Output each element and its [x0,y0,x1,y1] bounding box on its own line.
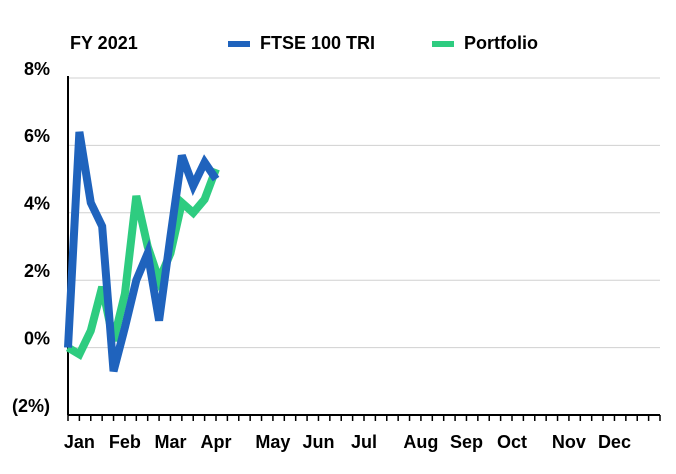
x-tick-label: Nov [552,432,586,452]
y-tick-label: 8% [24,59,50,79]
chart-title: FY 2021 [70,33,138,53]
x-tick-label: Jul [351,432,377,452]
series-line [65,167,220,361]
series-line [64,131,220,373]
x-tick-label: Dec [598,432,631,452]
y-tick-label: 2% [24,261,50,281]
x-tick-label: Oct [497,432,527,452]
y-tick-label: 6% [24,126,50,146]
y-tick-label: 4% [24,194,50,214]
x-tick-label: Apr [201,432,232,452]
x-tick-label: Feb [109,432,141,452]
x-tick-label: Jan [64,432,95,452]
legend-label: FTSE 100 TRI [260,33,375,53]
x-tick-label: May [255,432,290,452]
y-tick-label: 0% [24,328,50,348]
x-tick-label: Jun [302,432,334,452]
y-tick-label: (2%) [12,396,50,416]
x-tick-label: Sep [450,432,483,452]
legend-label: Portfolio [464,33,538,53]
x-tick-label: Mar [154,432,186,452]
x-tick-label: Aug [403,432,438,452]
